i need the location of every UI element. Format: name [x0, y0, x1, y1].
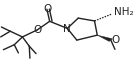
Text: O: O [43, 4, 51, 14]
Polygon shape [97, 35, 113, 41]
Text: NH₂: NH₂ [114, 7, 133, 17]
Text: N: N [63, 24, 71, 34]
Text: O: O [34, 25, 42, 35]
Text: O: O [111, 35, 120, 45]
